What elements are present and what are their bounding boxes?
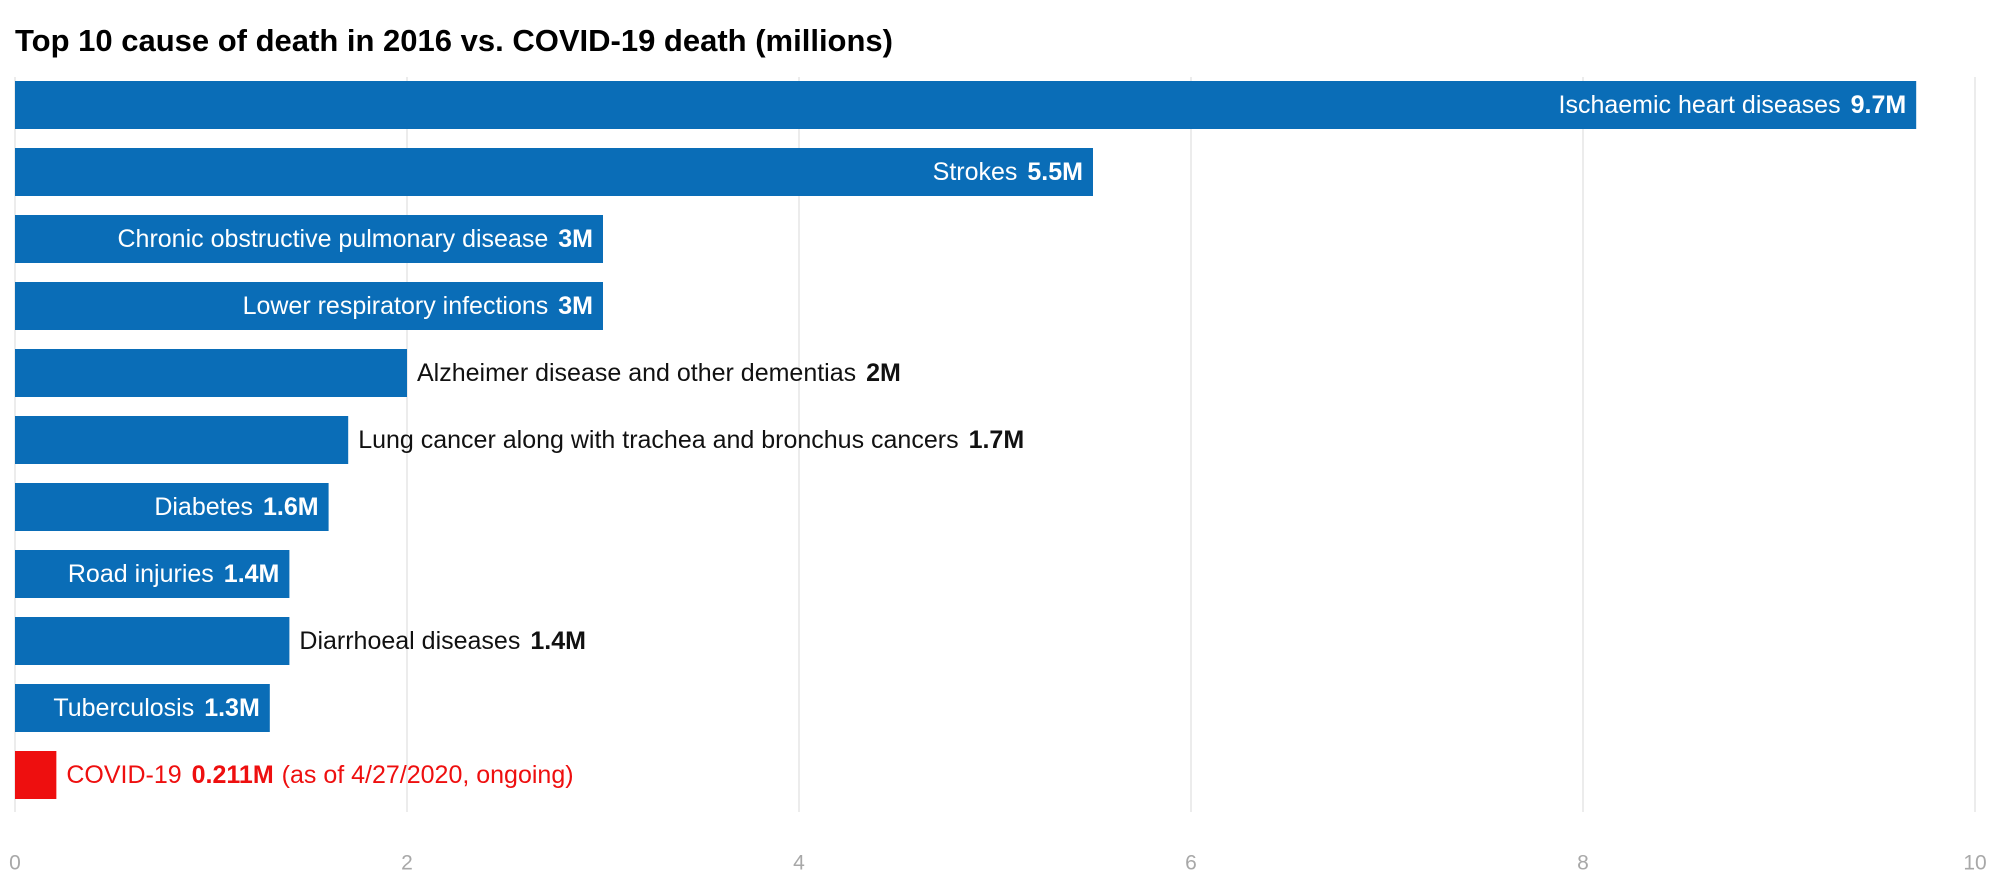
bar-label: Tuberculosis 1.3M: [53, 694, 259, 722]
bar-label: Road injuries 1.4M: [68, 560, 280, 588]
x-tick-label: 2: [401, 852, 413, 875]
value-label: 3M: [558, 292, 593, 320]
bar-label: Chronic obstructive pulmonary disease 3M: [118, 225, 594, 253]
category-label: COVID-19: [66, 761, 181, 789]
category-label: Chronic obstructive pulmonary disease: [118, 225, 549, 253]
value-label: 2M: [866, 359, 901, 387]
chart-title: Top 10 cause of death in 2016 vs. COVID-…: [15, 23, 893, 58]
bar: [15, 282, 603, 330]
bar-label: Diabetes 1.6M: [154, 493, 318, 521]
bar: [15, 416, 349, 464]
bar: [15, 349, 407, 397]
x-tick-label: 10: [1963, 852, 1986, 875]
value-label: 0.211M: [192, 761, 274, 789]
x-tick-label: 4: [793, 852, 805, 875]
annotation: (as of 4/27/2020, ongoing): [282, 761, 574, 789]
bar-label: Alzheimer disease and other dementias 2M: [417, 359, 901, 387]
bar: [15, 550, 290, 598]
category-label: Tuberculosis: [53, 694, 194, 722]
bar-label: Lower respiratory infections 3M: [243, 292, 593, 320]
value-label: 5.5M: [1027, 158, 1083, 186]
bar-label: Lung cancer along with trachea and bronc…: [358, 426, 1024, 454]
value-label: 1.6M: [263, 493, 319, 521]
x-tick-label: 0: [9, 852, 21, 875]
value-label: 1.4M: [224, 560, 280, 588]
category-label: Diabetes: [154, 493, 253, 521]
bar-label: COVID-19 0.211M (as of 4/27/2020, ongoing): [66, 761, 573, 789]
bar-label: Ischaemic heart diseases 9.7M: [1559, 91, 1907, 119]
value-label: 9.7M: [1851, 91, 1907, 119]
value-label: 3M: [558, 225, 593, 253]
bar: [15, 483, 329, 531]
bar-label: Strokes 5.5M: [933, 158, 1083, 186]
value-label: 1.3M: [204, 694, 260, 722]
bar: [15, 617, 290, 665]
value-label: 1.7M: [969, 426, 1025, 454]
bar: [15, 81, 1917, 129]
category-label: Strokes: [933, 158, 1018, 186]
x-tick-label: 8: [1577, 852, 1589, 875]
bar: [15, 148, 1093, 196]
category-label: Lower respiratory infections: [243, 292, 549, 320]
category-label: Alzheimer disease and other dementias: [417, 359, 856, 387]
x-tick-label: 6: [1185, 852, 1197, 875]
category-label: Diarrhoeal diseases: [299, 627, 520, 655]
bar: [15, 215, 603, 263]
category-label: Lung cancer along with trachea and bronc…: [358, 426, 958, 454]
bar: [15, 751, 57, 799]
value-label: 1.4M: [530, 627, 586, 655]
category-label: Road injuries: [68, 560, 214, 588]
category-label: Ischaemic heart diseases: [1559, 91, 1841, 119]
bar: [15, 684, 270, 732]
bar-label: Diarrhoeal diseases 1.4M: [299, 627, 586, 655]
